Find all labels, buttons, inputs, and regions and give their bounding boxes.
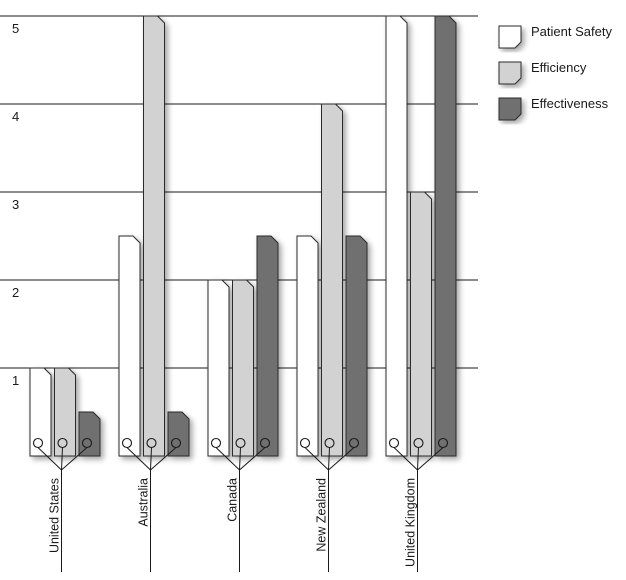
y-tick-label-1: 1 (12, 373, 19, 388)
legend-swatch-efficiency (498, 61, 522, 85)
y-tick-label-3: 3 (12, 197, 19, 212)
bar-united-kingdom-effectiveness (434, 15, 457, 457)
connector-canada-2 (239, 447, 266, 471)
category-label-australia: Australia (137, 478, 151, 527)
y-tick-label-2: 2 (12, 285, 19, 300)
bar-new-zealand-effectiveness (345, 235, 368, 457)
legend-swatch-effectiveness (498, 97, 522, 121)
bar-australia-patient-safety (118, 235, 141, 457)
category-label-new-zealand: New Zealand (315, 478, 329, 552)
legend-label-efficiency: Efficiency (531, 60, 587, 75)
bar-australia-effectiveness (167, 411, 190, 457)
connector-new-zealand-0 (304, 447, 329, 471)
bar-canada-efficiency (232, 279, 254, 457)
legend: Patient Safety Efficiency Effectiveness (498, 24, 612, 121)
bar-new-zealand-patient-safety (296, 235, 319, 457)
connector-united-states-0 (37, 447, 62, 471)
connector-united-states-1 (61, 447, 63, 471)
connector-united-kingdom-2 (417, 447, 444, 471)
bars (29, 15, 457, 457)
category-connectors (37, 447, 444, 572)
connector-australia-0 (126, 447, 151, 471)
connector-new-zealand-1 (328, 447, 330, 471)
y-tick-label-5: 5 (12, 21, 19, 36)
connector-canada-1 (239, 447, 241, 471)
bar-united-kingdom-efficiency (410, 191, 432, 457)
bar-canada-patient-safety (207, 279, 230, 457)
bar-australia-efficiency (143, 15, 165, 457)
bar-new-zealand-efficiency (321, 103, 343, 457)
connector-united-kingdom-0 (393, 447, 418, 471)
legend-label-patient-safety: Patient Safety (531, 24, 612, 39)
category-label-united-kingdom: United Kingdom (404, 478, 418, 567)
category-label-united-states: United States (48, 478, 62, 553)
category-label-canada: Canada (226, 478, 240, 522)
y-tick-label-4: 4 (12, 109, 19, 124)
connector-united-kingdom-1 (417, 447, 419, 471)
bar-united-kingdom-patient-safety (385, 15, 408, 457)
connector-new-zealand-2 (328, 447, 355, 471)
category-labels: United States Australia Canada New Zealand U… (48, 478, 418, 567)
bar-united-states-patient-safety (29, 367, 52, 457)
connector-united-states-2 (61, 447, 88, 471)
legend-label-effectiveness: Effectiveness (531, 96, 609, 111)
bar-canada-effectiveness (256, 235, 279, 457)
bar-united-states-effectiveness (78, 411, 101, 457)
connector-australia-1 (150, 447, 152, 471)
connector-australia-2 (150, 447, 177, 471)
legend-swatch-patient-safety (498, 25, 522, 49)
bar-united-states-efficiency (54, 367, 76, 457)
connector-canada-0 (215, 447, 240, 471)
